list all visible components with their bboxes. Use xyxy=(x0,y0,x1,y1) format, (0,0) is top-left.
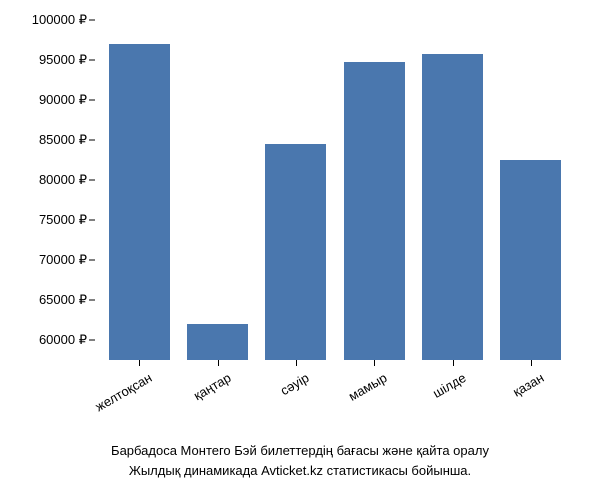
y-tick-label: 75000 ₽ xyxy=(39,212,87,228)
y-tick-mark xyxy=(89,300,95,301)
y-axis: 60000 ₽ 65000 ₽ 70000 ₽ 75000 ₽ 80000 ₽ 85000… xyxy=(0,20,95,360)
x-tick-mark xyxy=(374,360,375,366)
price-chart: 60000 ₽ 65000 ₽ 70000 ₽ 75000 ₽ 80000 ₽ 85000… xyxy=(0,10,600,430)
x-tick-mark xyxy=(531,360,532,366)
bar xyxy=(109,44,170,360)
y-tick-label: 80000 ₽ xyxy=(39,172,87,188)
y-tick-mark xyxy=(89,60,95,61)
x-tick-mark xyxy=(296,360,297,366)
chart-caption: Барбадоса Монтего Бэй билеттердің бағасы… xyxy=(0,441,600,480)
y-tick-label: 85000 ₽ xyxy=(39,132,87,148)
y-tick-label: 95000 ₽ xyxy=(39,52,87,68)
y-tick-label: 90000 ₽ xyxy=(39,92,87,108)
y-tick-label: 60000 ₽ xyxy=(39,332,87,348)
bar xyxy=(500,160,561,360)
y-tick-mark xyxy=(89,20,95,21)
y-tick-mark xyxy=(89,100,95,101)
y-tick-label: 100000 ₽ xyxy=(32,12,87,28)
caption-line-1: Барбадоса Монтего Бэй билеттердің бағасы… xyxy=(0,441,600,461)
bar xyxy=(187,324,248,360)
y-tick-mark xyxy=(89,220,95,221)
bar xyxy=(422,54,483,360)
y-tick-label: 65000 ₽ xyxy=(39,292,87,308)
y-tick-mark xyxy=(89,260,95,261)
caption-line-2: Жылдық динамикада Avticket.kz статистика… xyxy=(0,461,600,481)
y-tick-label: 70000 ₽ xyxy=(39,252,87,268)
x-tick-mark xyxy=(453,360,454,366)
y-tick-mark xyxy=(89,340,95,341)
y-tick-mark xyxy=(89,180,95,181)
x-tick-mark xyxy=(218,360,219,366)
x-tick-mark xyxy=(139,360,140,366)
x-axis: желтоқсанқаңтарсәуірмамыршілдеқазан xyxy=(100,360,570,430)
y-tick-mark xyxy=(89,140,95,141)
bar xyxy=(265,144,326,360)
plot-area xyxy=(100,20,570,360)
bar xyxy=(344,62,405,360)
